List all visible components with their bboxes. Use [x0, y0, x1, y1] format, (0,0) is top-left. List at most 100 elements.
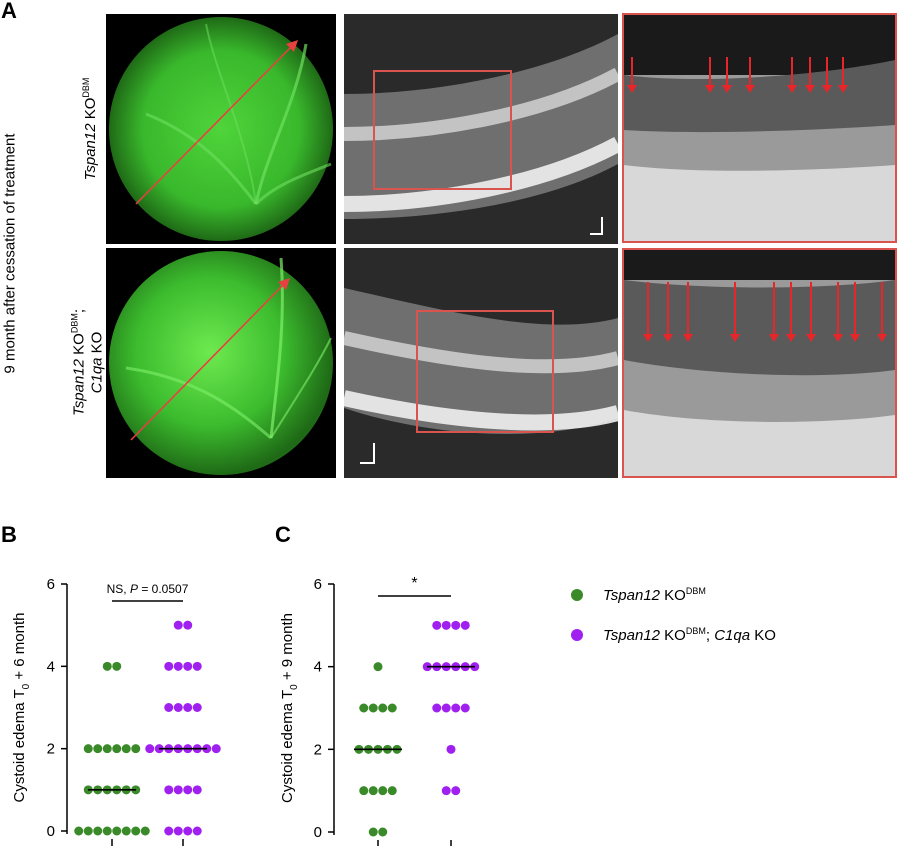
y-tick-label: 6: [314, 576, 322, 593]
data-point: [211, 744, 221, 754]
red-arrow-icon: [683, 334, 693, 342]
data-point: [173, 703, 183, 712]
data-point: [121, 744, 131, 754]
data-point: [387, 703, 397, 713]
data-point: [460, 703, 470, 713]
scale-bar-icon: [360, 443, 375, 464]
red-arrow-icon: [663, 334, 673, 342]
oct-zoom-box-2: [416, 310, 554, 433]
data-point: [183, 661, 193, 671]
data-point: [102, 661, 112, 671]
data-point: [368, 827, 378, 837]
red-arrow-icon: [833, 334, 843, 342]
data-point: [183, 785, 193, 795]
fundus-svg-2: [109, 251, 333, 475]
oct-zoom-svg-1: [624, 15, 895, 241]
red-arrow-icon: [769, 334, 779, 342]
y-tick-label: 0: [47, 823, 55, 840]
red-arrow-icon: [805, 85, 815, 93]
red-arrow-icon: [838, 85, 848, 93]
data-point: [368, 703, 378, 713]
y-tick-label: 0: [314, 824, 322, 841]
oct-svg-1: [344, 34, 618, 235]
row-label-2: Tspan12 KODBM; C1qa KO: [69, 309, 106, 417]
data-point: [112, 744, 122, 754]
panel-label-b: B: [1, 522, 17, 547]
y-tick-label: 2: [314, 741, 322, 758]
data-point: [173, 620, 183, 630]
panel-label-c: C: [275, 522, 291, 547]
red-arrow-icon: [730, 334, 740, 342]
data-point: [192, 785, 202, 795]
y-tick-label: 6: [47, 576, 55, 593]
data-point: [173, 785, 183, 795]
red-arrow-icon: [822, 85, 832, 93]
data-point: [432, 703, 442, 713]
data-point: [83, 744, 93, 754]
legend-label-2: Tspan12 KODBM; C1qa KO: [603, 626, 776, 644]
chart-c: 0 2 4 6 Cystoid edema T0 + 9 month *: [279, 575, 480, 846]
data-point: [112, 661, 122, 671]
data-point: [164, 661, 174, 671]
oct-scan-2: [344, 248, 618, 478]
red-arrow-icon: [278, 278, 290, 290]
data-point: [432, 620, 442, 630]
data-point: [446, 744, 456, 754]
data-point: [112, 826, 122, 836]
data-point: [131, 744, 141, 754]
oct-svg-2: [344, 288, 618, 464]
y-tick-label: 2: [47, 741, 55, 758]
red-arrow-icon: [722, 85, 732, 93]
data-point: [192, 661, 202, 671]
oct-scan-1: [344, 14, 618, 244]
arrows-group-1: [627, 57, 848, 93]
red-arrow-icon: [286, 40, 298, 52]
panel-label-a: A: [1, 0, 17, 23]
data-point: [368, 786, 378, 796]
red-arrow-icon: [850, 334, 860, 342]
red-arrow-icon: [877, 334, 887, 342]
data-point: [192, 703, 202, 712]
data-point: [102, 826, 112, 836]
row-label-1: Tspan12 KODBM: [81, 77, 99, 181]
y-tick-label: 4: [47, 658, 55, 675]
data-point: [183, 703, 193, 712]
data-point: [441, 620, 451, 630]
y-axis-label: Cystoid edema T0 + 9 month: [279, 613, 300, 803]
data-point: [173, 826, 183, 836]
data-point: [131, 826, 141, 836]
oct-zoom-2: [622, 248, 897, 478]
data-point: [164, 703, 174, 712]
fundus-image-1: [106, 14, 336, 244]
data-point: [451, 703, 461, 713]
data-point: [378, 786, 388, 796]
data-point: [93, 744, 103, 754]
chart-b: 0 2 4 6 Cystoid edema T0 + 6 month NS, P = 0.…: [11, 576, 221, 846]
data-point: [140, 826, 150, 836]
arrows-group-2: [643, 282, 887, 342]
legend-dot-1: [571, 589, 583, 601]
scale-bar-icon: [590, 217, 603, 235]
data-point: [102, 744, 112, 754]
data-point: [145, 744, 155, 754]
red-arrow-icon: [745, 85, 755, 93]
data-point: [373, 662, 383, 672]
significance-label: NS, P = 0.0507: [107, 582, 189, 596]
data-point: [183, 826, 193, 836]
data-point: [378, 827, 388, 837]
data-point: [359, 703, 369, 713]
data-point: [173, 661, 183, 671]
oct-zoom-1: [622, 13, 897, 243]
data-point: [460, 620, 470, 630]
data-point: [451, 786, 461, 796]
y-axis-label: Cystoid edema T0 + 6 month: [11, 613, 32, 803]
legend-dot-2: [571, 629, 583, 641]
y-tick-label: 4: [314, 659, 322, 676]
red-arrow-icon: [627, 85, 637, 93]
red-arrow-icon: [787, 85, 797, 93]
data-point: [441, 703, 451, 713]
fundus-image-2: [106, 248, 336, 478]
scan-line-2: [130, 279, 289, 441]
data-point: [359, 786, 369, 796]
red-arrow-icon: [705, 85, 715, 93]
